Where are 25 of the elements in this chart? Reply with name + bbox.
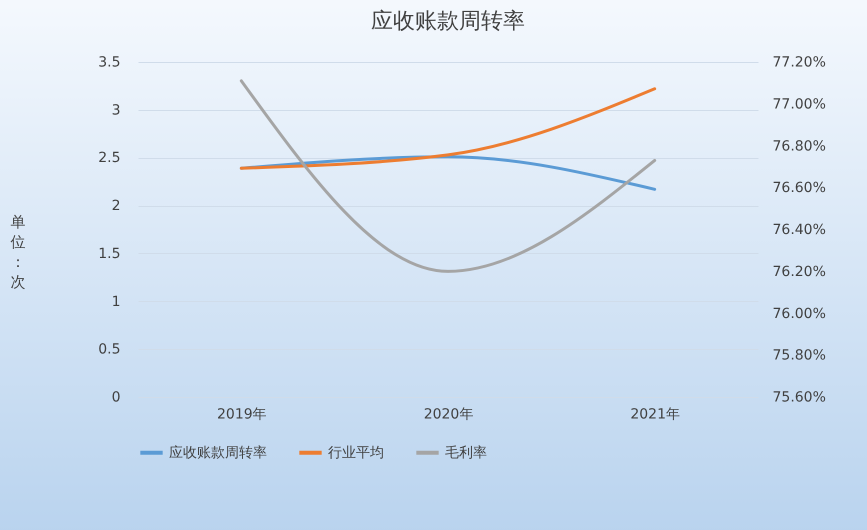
legend-label: 应收账款周转率	[169, 444, 267, 461]
y-tick-label: 2.5	[98, 150, 120, 166]
x-tick-label: 2020年	[424, 406, 474, 422]
y-tick-label: 3.5	[98, 54, 120, 70]
y2-tick-label: 75.80%	[772, 348, 826, 364]
x-tick-label: 2021年	[630, 406, 680, 422]
y-tick-label: 0	[112, 390, 120, 406]
y2-tick-label: 76.80%	[772, 138, 826, 154]
y2-tick-label: 76.60%	[772, 180, 826, 196]
y2-tick-label: 76.00%	[772, 306, 826, 322]
y2-tick-label: 77.20%	[772, 54, 826, 70]
y2-tick-label: 76.40%	[772, 222, 826, 238]
y2-tick-label: 76.20%	[772, 264, 826, 280]
y-tick-label: 2	[112, 198, 120, 214]
y-tick-label: 0.5	[98, 342, 120, 358]
y-tick-label: 3	[112, 102, 120, 118]
legend-label: 毛利率	[445, 444, 487, 461]
y-axis-title: 单位：次	[10, 213, 26, 291]
y2-tick-label: 75.60%	[772, 390, 826, 406]
x-tick-label: 2019年	[217, 406, 267, 422]
y2-tick-label: 77.00%	[772, 96, 826, 112]
y-tick-label: 1.5	[98, 246, 120, 262]
chart-title: 应收账款周转率	[371, 9, 525, 34]
y-tick-label: 1	[112, 294, 120, 310]
legend-label: 行业平均	[328, 444, 384, 461]
